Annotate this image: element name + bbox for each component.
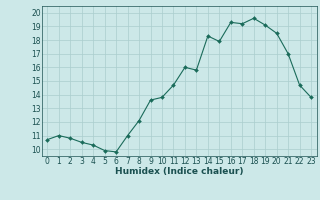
X-axis label: Humidex (Indice chaleur): Humidex (Indice chaleur) (115, 167, 244, 176)
